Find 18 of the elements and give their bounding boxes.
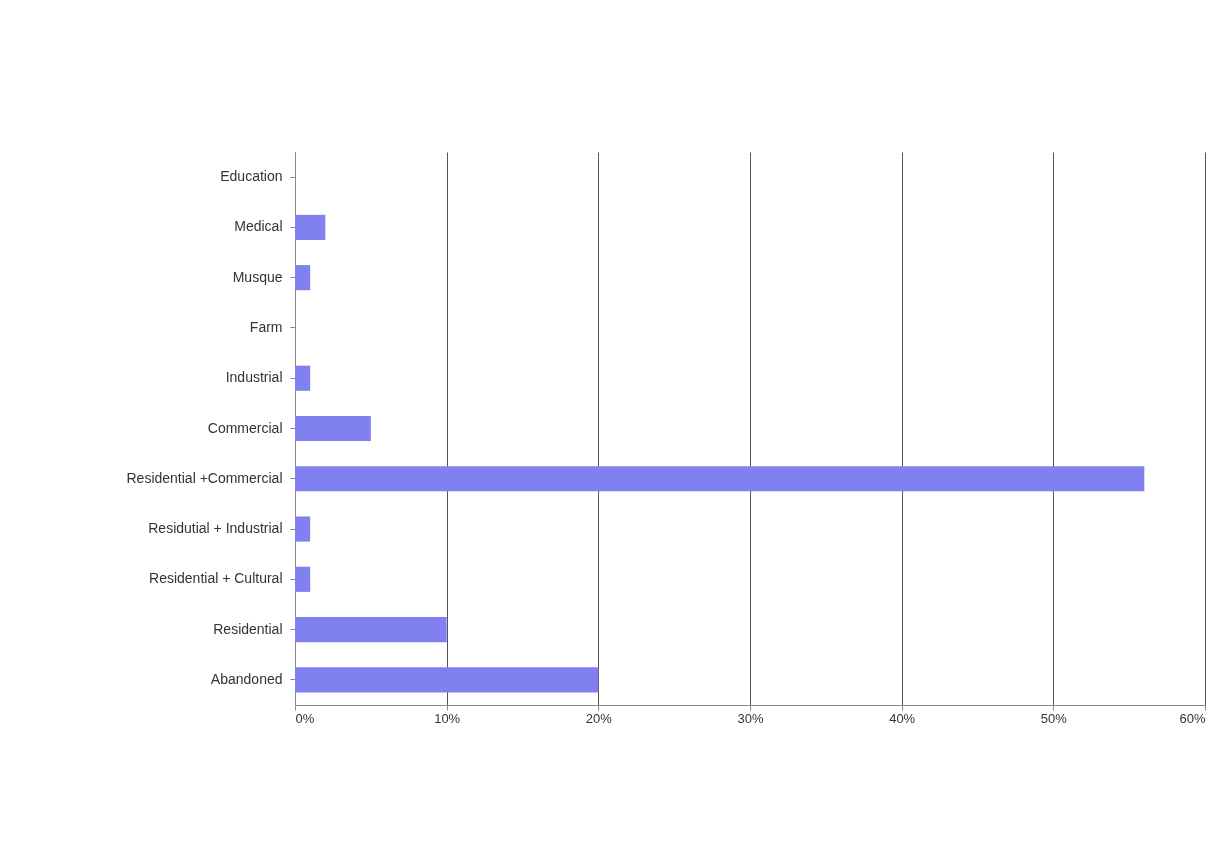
y-tick-label: Abandoned [210,670,283,687]
x-tick-label: 50% [1040,710,1068,726]
y-tick-label: Medical [234,218,283,235]
y-tick-label: Industrial [225,369,283,386]
y-tick-label: Residential + Cultural [149,570,283,587]
y-tick-label: Commercial [207,419,283,436]
y-tick-label: Residential +Commercial [126,469,283,486]
y-tick-label: Musque [232,268,283,285]
x-tick-label: 20% [585,710,613,726]
x-tick-label: 40% [889,710,916,726]
x-tick-label: 60% [1179,710,1206,726]
x-tick-label: 0% [295,710,315,726]
y-tick-label: Farm [249,318,283,335]
x-tick-label: 10% [434,710,461,726]
y-tick-label: Education [220,168,283,185]
y-tick-label: Residutial + Industrial [148,520,283,537]
y-tick-label: Residential [213,620,283,637]
x-tick-label: 30% [737,710,764,726]
